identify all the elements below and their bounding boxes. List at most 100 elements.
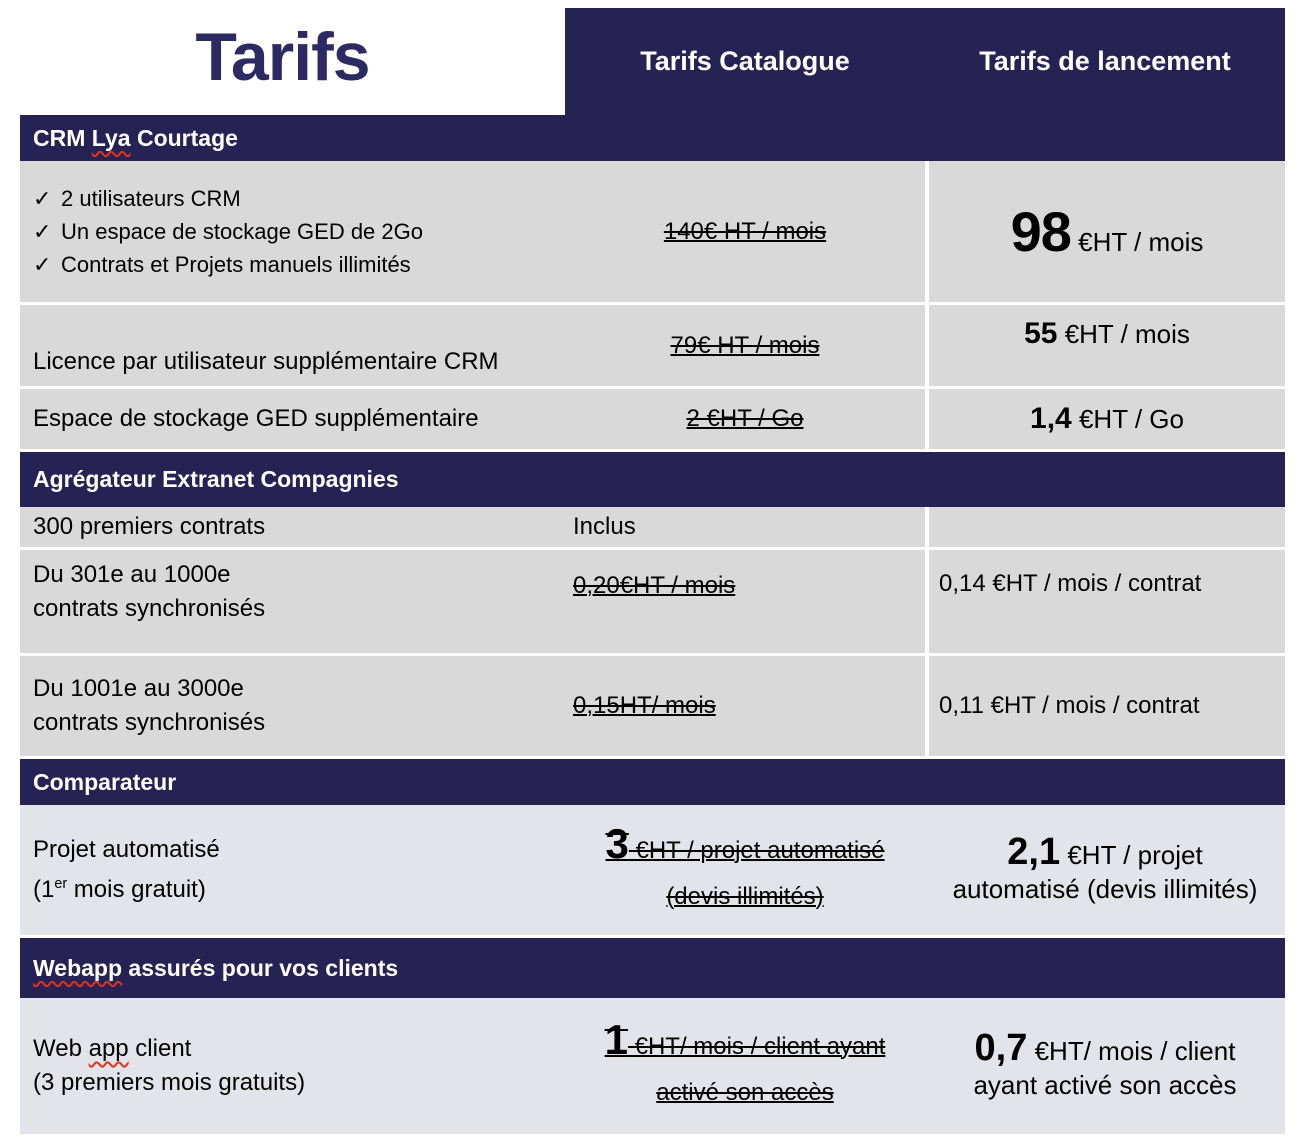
- row-label: Projet automatisé (1er mois gratuit): [33, 833, 220, 907]
- cell-storage-new-price: 1,4 €HT / Go: [925, 389, 1285, 449]
- row-label-line2: contrats synchronisés: [33, 595, 266, 622]
- row-label-line1: Projet automatisé: [33, 836, 220, 863]
- cell-licence-label: Licence par utilisateur supplémentaire C…: [20, 305, 565, 386]
- section-header-webapp: Webapp assurés pour vos clients: [20, 938, 1285, 998]
- row-comparateur: Projet automatisé (1er mois gratuit) 3 €H…: [20, 805, 1285, 935]
- web-label-misspelled-word: app: [88, 1035, 129, 1062]
- label-sup: er: [54, 876, 68, 892]
- label-pre: Web: [33, 1035, 89, 1062]
- cell-crm-pack-features: ✓ 2 utilisateurs CRM ✓ Un espace de stoc…: [20, 161, 565, 302]
- old-price-line1: €HT/ mois / client ayant: [627, 1032, 886, 1060]
- section-header-comparateur: Comparateur: [20, 759, 1285, 805]
- new-price: 0,11 €HT / mois / contrat: [939, 692, 1200, 719]
- crm-header-misspelled-word: Lya: [91, 124, 131, 151]
- new-price-line2: automatisé (devis illimités): [952, 873, 1258, 904]
- new-price-amount: 0,7: [974, 1026, 1028, 1069]
- row-agg-300: 300 premiers contrats Inclus: [20, 507, 1285, 547]
- new-price: 0,14 €HT / mois / contrat: [939, 570, 1202, 597]
- new-price-amount: 55: [1024, 317, 1058, 350]
- section-header-webapp-text: Webapp assurés pour vos clients: [33, 955, 398, 982]
- cell-agg300-label: 300 premiers contrats: [20, 507, 565, 547]
- new-price: 1,4 €HT / Go: [1030, 402, 1184, 436]
- row-agg-301-1000: Du 301e au 1000e contrats synchronisés 0,…: [20, 550, 1285, 653]
- crm-header-pre: CRM: [33, 124, 92, 151]
- cell-agg1001-old-price: 0,15HT/ mois: [565, 656, 925, 756]
- row-agg-1001-3000: Du 1001e au 3000e contrats synchronisés 0…: [20, 656, 1285, 756]
- feature-item: ✓ Contrats et Projets manuels illimités: [33, 248, 411, 281]
- new-price: 2,1 €HT / projet automatisé (devis illimi…: [952, 833, 1258, 906]
- cell-agg301-old-price: 0,20€HT / mois: [565, 550, 925, 653]
- new-price-unit: €HT / Go: [1071, 404, 1184, 434]
- old-price: 0,15HT/ mois: [573, 692, 716, 719]
- label-post: client: [128, 1035, 192, 1062]
- cell-storage-label: Espace de stockage GED supplémentaire: [20, 389, 565, 449]
- cell-crm-pack-new-price: 98 €HT / mois: [925, 161, 1285, 302]
- cell-agg301-label: Du 301e au 1000e contrats synchronisés: [20, 550, 565, 653]
- check-icon: ✓: [33, 186, 52, 211]
- section-header-aggregateur-text: Agrégateur Extranet Compagnies: [33, 466, 399, 492]
- new-price-line1: €HT / projet: [1060, 839, 1203, 870]
- row-webapp: Web app client (3 premiers mois gratuits)…: [20, 998, 1285, 1134]
- old-price: 79€ HT / mois: [670, 331, 820, 359]
- section-header-comparateur-text: Comparateur: [33, 768, 177, 795]
- old-price: 140€ HT / mois: [663, 217, 827, 245]
- cell-crm-pack-old-price: 140€ HT / mois: [565, 161, 925, 302]
- cell-comp-label: Projet automatisé (1er mois gratuit): [20, 805, 565, 935]
- old-price-line2: (devis illimités): [666, 882, 824, 910]
- check-icon: ✓: [33, 219, 52, 244]
- cell-licence-old-price: 79€ HT / mois: [565, 305, 925, 386]
- feature-item: ✓ 2 utilisateurs CRM: [33, 182, 241, 215]
- new-price: 0,7 €HT/ mois / client ayant activé son a…: [973, 1029, 1237, 1102]
- old-price-amount: 1: [604, 1015, 628, 1063]
- row-label-line1: Web app client: [33, 1035, 191, 1062]
- column-header-lancement: Tarifs de lancement: [979, 46, 1231, 76]
- feature-text: Un espace de stockage GED de 2Go: [61, 219, 423, 244]
- row-label-line2: contrats synchronisés: [33, 709, 266, 736]
- label-pre: (1: [33, 876, 55, 903]
- new-price-amount: 1,4: [1030, 402, 1072, 435]
- old-price-amount: 3: [605, 819, 629, 867]
- row-label-line2: (1er mois gratuit): [33, 876, 206, 903]
- section-header-crm: CRM Lya Courtage: [20, 115, 1285, 161]
- cell-agg301-new-price: 0,14 €HT / mois / contrat: [925, 550, 1285, 653]
- new-price-line2: ayant activé son accès: [973, 1069, 1237, 1100]
- row-label: 300 premiers contrats: [33, 513, 266, 540]
- section-header-aggregateur: Agrégateur Extranet Compagnies: [20, 452, 1285, 507]
- page-title: Tarifs: [195, 18, 370, 95]
- row-label: Licence par utilisateur supplémentaire C…: [33, 348, 499, 375]
- row-label-line2: (3 premiers mois gratuits): [33, 1069, 306, 1096]
- row-crm-pack: ✓ 2 utilisateurs CRM ✓ Un espace de stoc…: [20, 161, 1285, 302]
- old-price: 2 €HT / Go: [686, 405, 804, 432]
- feature-text: Contrats et Projets manuels illimités: [61, 252, 411, 277]
- cell-comp-new-price: 2,1 €HT / projet automatisé (devis illimi…: [925, 805, 1285, 935]
- new-price-unit: €HT / mois: [1070, 227, 1204, 257]
- column-header-catalogue: Tarifs Catalogue: [640, 46, 850, 76]
- cell-agg1001-label: Du 1001e au 3000e contrats synchronisés: [20, 656, 565, 756]
- row-label: Du 1001e au 3000e contrats synchronisés: [33, 672, 265, 740]
- cell-agg300-empty: [925, 507, 1285, 547]
- row-label-line1: Du 1001e au 3000e: [33, 675, 244, 702]
- row-crm-licence: Licence par utilisateur supplémentaire C…: [20, 305, 1285, 386]
- new-price: 55 €HT / mois: [1024, 317, 1190, 351]
- old-price-line1: €HT / projet automatisé: [628, 836, 885, 864]
- row-label-line1: Du 301e au 1000e: [33, 561, 231, 588]
- label-post: mois gratuit): [67, 876, 206, 903]
- webapp-header-misspelled-word: Webapp: [33, 954, 123, 981]
- row-label: Du 301e au 1000e contrats synchronisés: [33, 558, 265, 626]
- check-icon: ✓: [33, 252, 52, 277]
- cell-comp-old-price: 3 €HT / projet automatisé (devis illimité…: [565, 805, 925, 935]
- new-price-amount: 2,1: [1007, 830, 1061, 873]
- old-price: 1 €HT/ mois / client ayant activé son acc…: [604, 1015, 886, 1116]
- new-price-amount: 98: [1010, 200, 1072, 263]
- new-price-unit: €HT / mois: [1057, 319, 1190, 349]
- old-price-line2: activé son accès: [656, 1078, 834, 1106]
- old-price: 0,20€HT / mois: [573, 572, 736, 599]
- feature-item: ✓ Un espace de stockage GED de 2Go: [33, 215, 423, 248]
- header-band: Tarifs Catalogue Tarifs de lancement: [565, 8, 1285, 115]
- crm-header-post: Courtage: [130, 124, 238, 151]
- row-label: Web app client (3 premiers mois gratuits): [33, 1032, 305, 1100]
- row-crm-storage: Espace de stockage GED supplémentaire 2 …: [20, 389, 1285, 449]
- cell-agg1001-new-price: 0,11 €HT / mois / contrat: [925, 656, 1285, 756]
- cell-agg300-included: Inclus: [565, 507, 925, 547]
- cell-licence-new-price: 55 €HT / mois: [925, 305, 1285, 386]
